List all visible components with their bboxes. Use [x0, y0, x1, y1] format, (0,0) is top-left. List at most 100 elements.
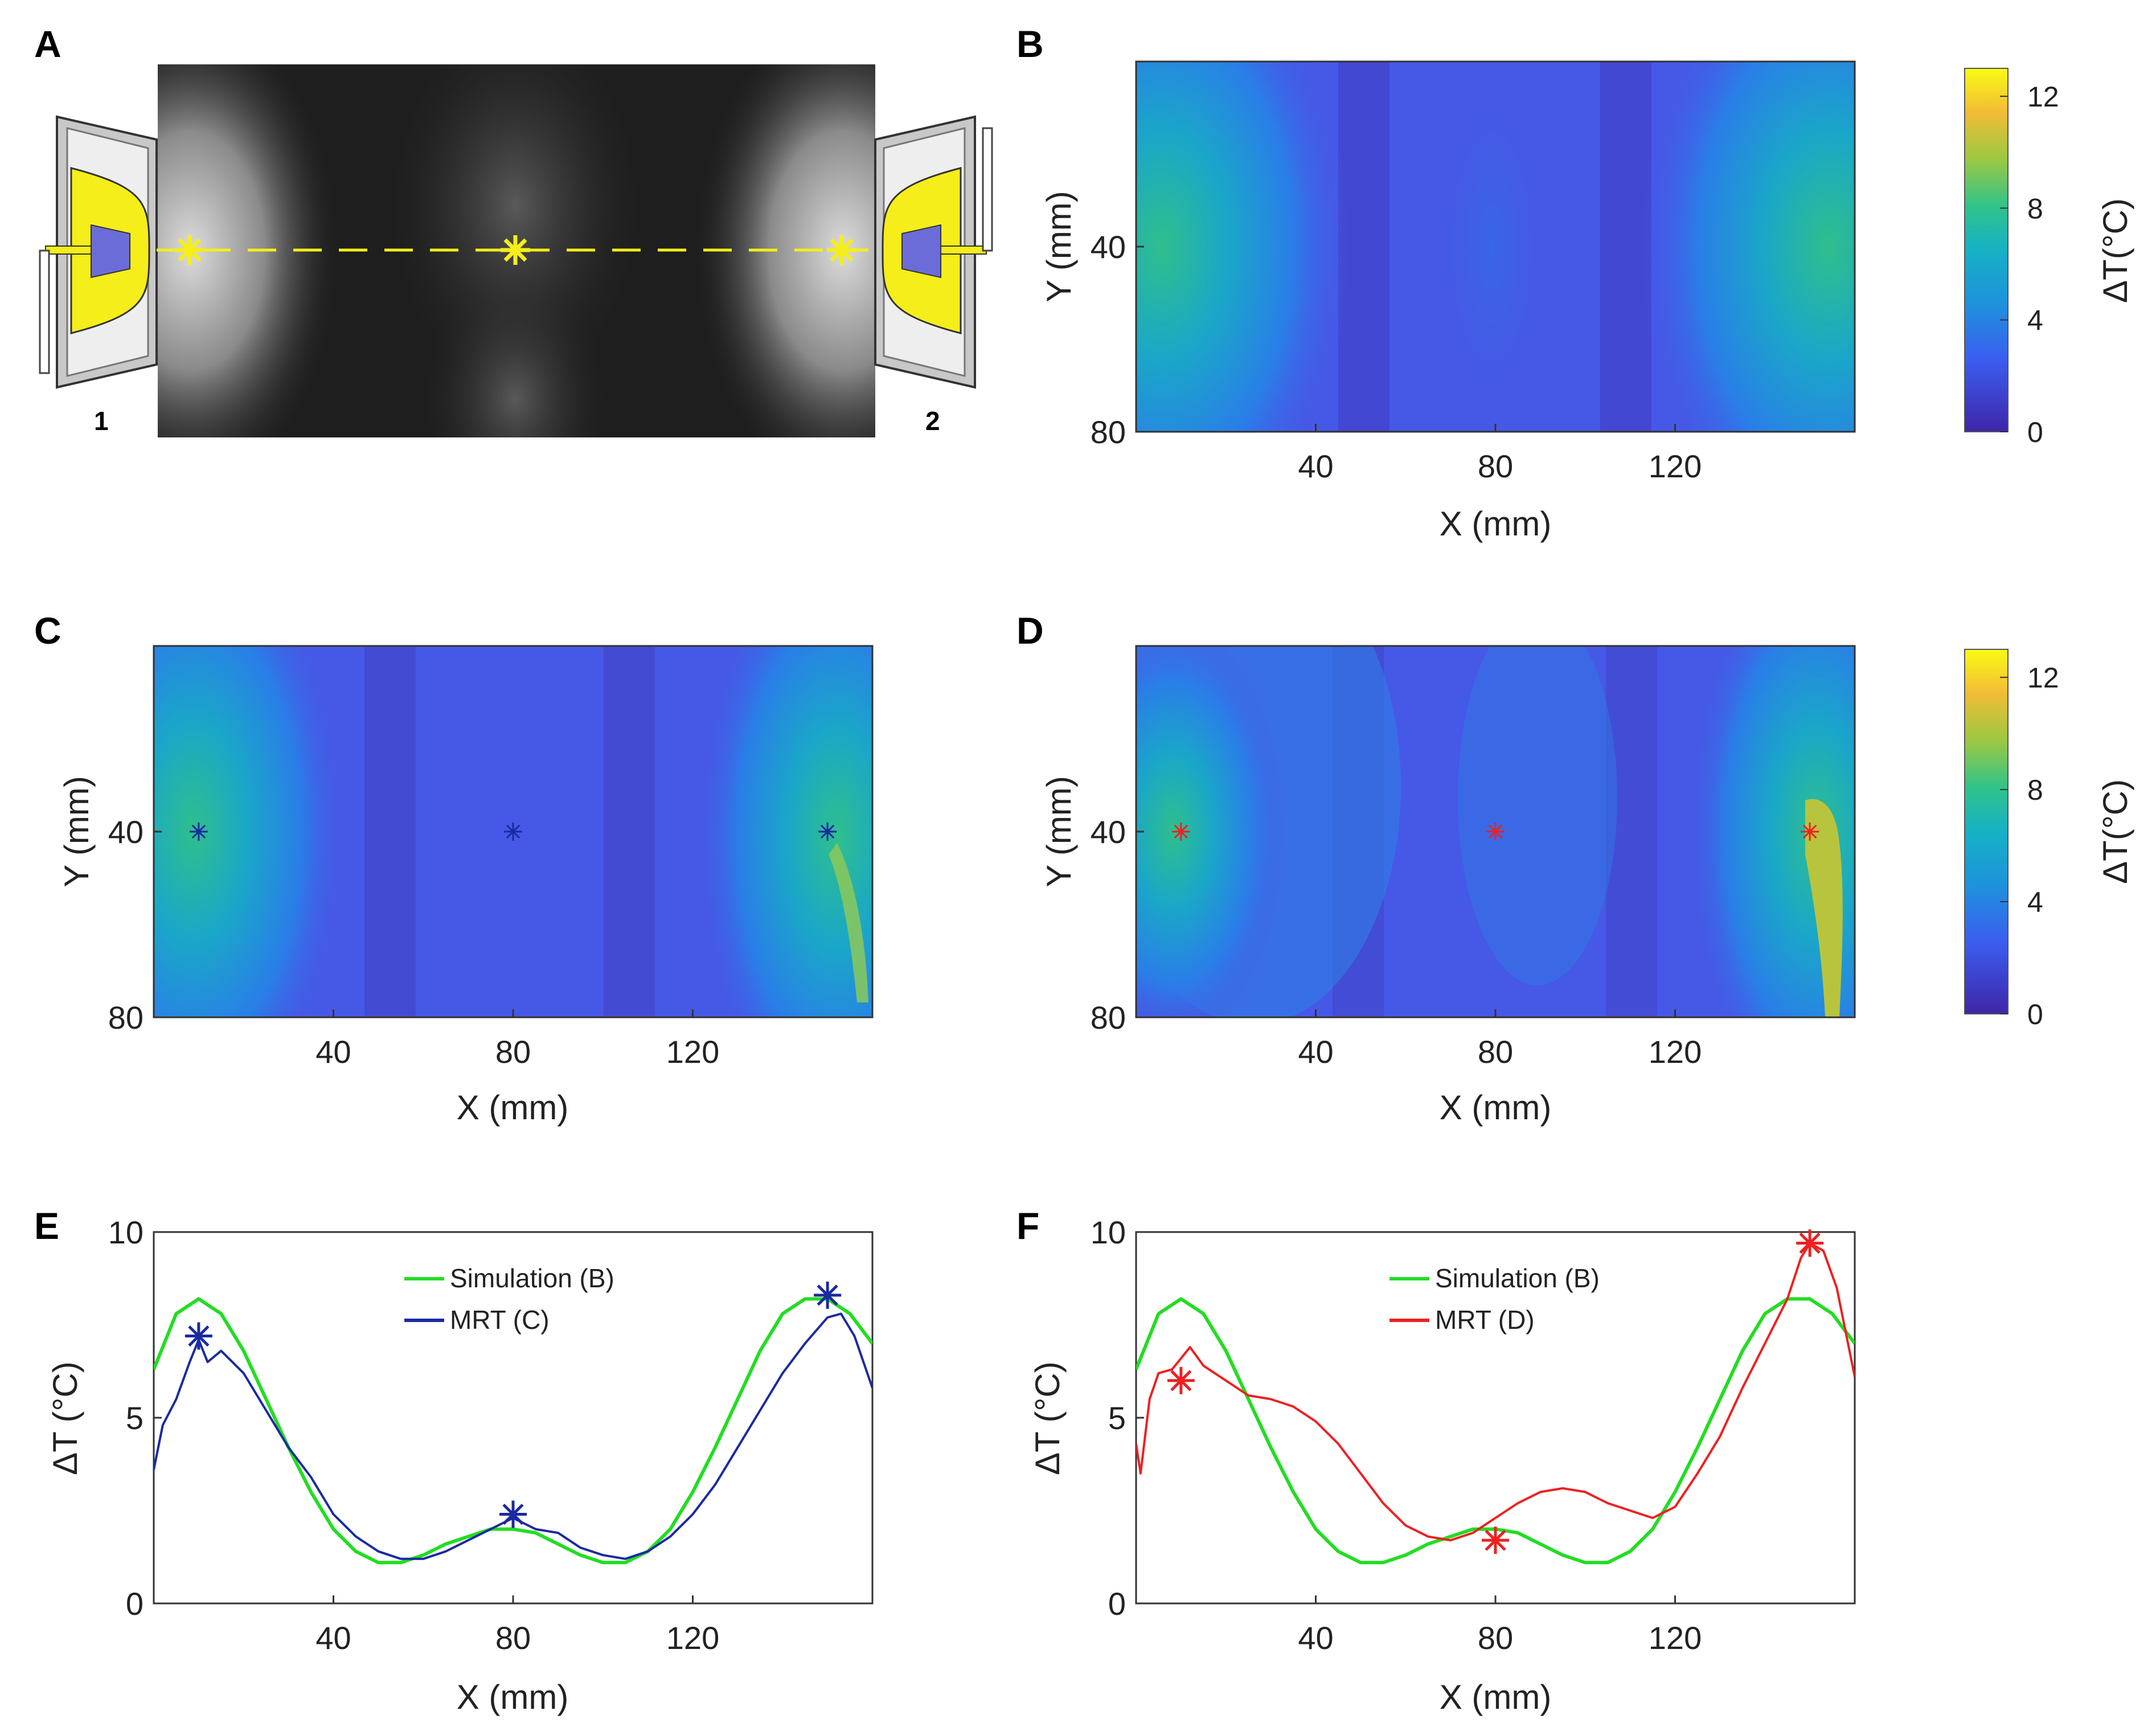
y-tick-label: 40 [108, 814, 144, 850]
marker-c [189, 822, 208, 841]
transducer-right [874, 115, 993, 389]
x-tick-label: 80 [1478, 1620, 1513, 1656]
panel-label-d: D [1016, 609, 1044, 652]
x-tick-label: 80 [495, 1620, 531, 1656]
y-axis-label-d: Y (mm) [1040, 776, 1078, 887]
x-tick-label: 80 [1478, 1034, 1513, 1070]
legend-label-e-1: MRT (C) [450, 1305, 550, 1335]
legend-label-f-1: MRT (D) [1435, 1305, 1535, 1335]
y-tick-label: 80 [108, 1000, 144, 1036]
data-marker-e [185, 1322, 212, 1350]
y-tick-label: 80 [1091, 414, 1126, 450]
x-tick-label: 120 [1649, 1034, 1702, 1070]
ticks-f: 40 80 120 0 5 10 [1091, 1214, 1702, 1656]
transducer-1-label: 1 [94, 406, 109, 436]
colorbar-bottom: ΔT(°C) [1964, 649, 2134, 1014]
axes-b: X (mm) Y (mm) [1040, 191, 1551, 543]
marker-c [818, 822, 837, 841]
x-tick-label: 120 [1649, 1620, 1702, 1656]
y-tick-label: 5 [1108, 1400, 1126, 1436]
marker-d [1801, 822, 1819, 841]
y-tick-label: 40 [1091, 814, 1126, 850]
x-tick-label: 120 [1649, 448, 1702, 484]
y-tick-label: 10 [1091, 1214, 1126, 1250]
colorbar-top: ΔT(°C) [1964, 68, 2134, 432]
y-axis-label-f: ΔT (°C) [1028, 1361, 1067, 1475]
x-axis-label-b: X (mm) [1440, 505, 1552, 543]
x-tick-label: 40 [1298, 1034, 1333, 1070]
markers-c [189, 822, 837, 841]
panel-label-c: C [34, 609, 62, 652]
focus-marker-left [175, 235, 204, 265]
y-tick-label: 0 [126, 1586, 144, 1622]
heatmap-d [1136, 646, 1855, 1017]
colorbar-tick-label: 12 [2027, 662, 2059, 694]
ticks-b: 40 80 120 40 80 [1091, 229, 1702, 484]
x-axis-label-f: X (mm) [1440, 1678, 1552, 1716]
x-axis-label-c: X (mm) [457, 1088, 569, 1127]
markers-d [1171, 822, 1819, 841]
legend-f: Simulation (B) MRT (D) [1389, 1263, 1600, 1335]
colorbar-ticks-top: 0 4 8 12 [2000, 81, 2059, 448]
colorbar-ticks-bottom: 0 4 8 12 [2000, 662, 2059, 1030]
x-tick-label: 120 [666, 1034, 719, 1070]
x-tick-label: 80 [1478, 448, 1513, 484]
transducer-2-label: 2 [925, 406, 940, 436]
y-axis-label-e: ΔT (°C) [46, 1361, 84, 1475]
colorbar-label-bottom: ΔT(°C) [2096, 779, 2134, 884]
transducer-left [39, 115, 158, 389]
x-tick-label: 80 [495, 1034, 531, 1070]
focus-marker-right [827, 235, 856, 265]
y-tick-label: 0 [1108, 1586, 1126, 1622]
marker-d [1171, 822, 1190, 841]
x-axis-label-d: X (mm) [1440, 1088, 1552, 1127]
series-line-e-0 [154, 1297, 872, 1565]
panel-label-e: E [34, 1205, 59, 1247]
y-axis-label-c: Y (mm) [58, 776, 96, 887]
y-tick-label: 40 [1091, 229, 1126, 265]
series-line-e-1 [154, 1312, 872, 1560]
colorbar-tick-label: 4 [2027, 305, 2043, 337]
data-marker-e [814, 1281, 842, 1309]
data-marker-f [1796, 1229, 1824, 1257]
markers-f [1167, 1229, 1824, 1554]
x-tick-label: 40 [1298, 1620, 1333, 1656]
marker-c [504, 822, 522, 841]
marker-d [1486, 822, 1505, 841]
panel-label-a: A [34, 23, 62, 65]
colorbar-tick-label: 8 [2027, 774, 2043, 806]
x-axis-label-e: X (mm) [457, 1678, 569, 1716]
y-axis-label-b: Y (mm) [1040, 191, 1078, 302]
legend-e: Simulation (B) MRT (C) [404, 1263, 614, 1335]
panel-label-b: B [1016, 23, 1044, 65]
data-marker-f [1482, 1527, 1509, 1554]
series-line-f-1 [1136, 1242, 1855, 1542]
data-marker-f [1167, 1366, 1195, 1394]
y-tick-label: 80 [1091, 1000, 1126, 1036]
panel-label-f: F [1016, 1205, 1039, 1247]
colorbar-tick-label: 0 [2027, 416, 2043, 448]
markers-e [185, 1281, 842, 1528]
y-tick-label: 5 [126, 1400, 144, 1436]
x-tick-label: 40 [315, 1620, 351, 1656]
colorbar-tick-label: 4 [2027, 886, 2043, 918]
data-marker-e [499, 1500, 527, 1528]
legend-label-e-0: Simulation (B) [450, 1263, 614, 1293]
colorbar-label-top: ΔT(°C) [2096, 198, 2134, 303]
heatmap-b [1136, 62, 1855, 432]
ticks-c: 40 80 120 40 80 [108, 814, 720, 1070]
focus-markers [175, 235, 856, 265]
x-tick-label: 40 [1298, 448, 1333, 484]
focus-marker-center [501, 235, 530, 265]
thermal-image [158, 64, 875, 437]
series-e [154, 1297, 872, 1565]
y-tick-label: 10 [108, 1214, 144, 1250]
x-tick-label: 120 [666, 1620, 719, 1656]
colorbar-tick-label: 12 [2027, 81, 2059, 113]
ticks-d: 40 80 120 40 80 [1091, 814, 1702, 1070]
x-tick-label: 40 [315, 1034, 351, 1070]
colorbar-tick-label: 0 [2027, 999, 2043, 1030]
legend-label-f-0: Simulation (B) [1435, 1263, 1600, 1293]
ticks-e: 40 80 120 0 5 10 [108, 1214, 720, 1656]
